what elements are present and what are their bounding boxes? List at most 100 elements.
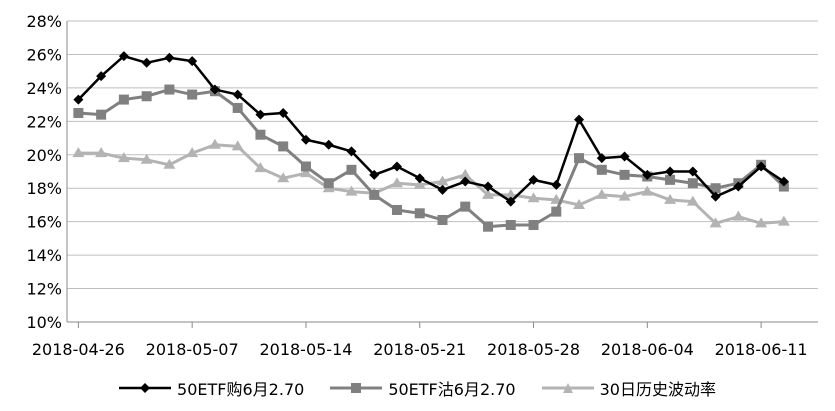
y-tick-label: 16%: [26, 213, 62, 232]
series-layer: [72, 51, 790, 232]
y-tick-label: 14%: [26, 246, 62, 265]
data-point: [164, 84, 175, 95]
data-point: [117, 152, 130, 163]
data-point: [596, 164, 607, 175]
data-point: [483, 181, 494, 192]
legend-square-icon: [330, 383, 383, 393]
data-point: [665, 174, 676, 185]
data-point: [95, 147, 108, 158]
y-tick-label: 20%: [26, 146, 62, 165]
data-point: [642, 169, 653, 180]
data-point: [278, 107, 289, 118]
data-point: [437, 214, 448, 225]
data-point: [391, 161, 402, 172]
x-tick-label: 2018-04-26: [32, 340, 125, 359]
data-point: [504, 188, 517, 199]
legend-triangle-icon: [541, 383, 594, 393]
data-point: [118, 94, 129, 105]
data-point: [619, 169, 630, 180]
data-point: [778, 181, 789, 192]
data-point: [459, 168, 472, 179]
legend-label-hv: 30日历史波动率: [599, 380, 716, 399]
data-point: [187, 89, 198, 100]
data-point: [732, 210, 745, 221]
data-point: [255, 109, 266, 120]
legend-item-put: 50ETF沽6月2.70: [330, 376, 516, 400]
data-point: [141, 57, 152, 68]
data-point: [618, 190, 631, 201]
data-point: [413, 178, 426, 189]
data-point: [641, 185, 654, 196]
y-tick-label: 12%: [26, 280, 62, 299]
data-point: [255, 129, 266, 140]
data-point: [573, 198, 586, 209]
data-point: [619, 151, 630, 162]
data-point: [390, 177, 403, 188]
legend-label-put: 50ETF沽6月2.70: [388, 380, 516, 399]
data-point: [595, 188, 608, 199]
data-point: [299, 167, 312, 178]
data-point: [664, 193, 677, 204]
data-point: [483, 221, 494, 232]
legend-diamond-icon: [119, 383, 172, 393]
data-point: [709, 217, 722, 228]
data-point: [687, 166, 698, 177]
data-point: [777, 215, 790, 226]
data-point: [414, 208, 425, 219]
y-tick-label: 26%: [26, 45, 62, 64]
data-point: [527, 192, 540, 203]
data-point: [186, 147, 199, 158]
data-point: [231, 140, 244, 151]
series-2: [72, 138, 790, 228]
data-point: [687, 178, 698, 189]
data-point: [232, 102, 243, 113]
data-point: [208, 138, 221, 149]
data-point: [710, 191, 721, 202]
data-point: [574, 153, 585, 164]
data-point: [437, 184, 448, 195]
data-point: [596, 153, 607, 164]
data-point: [460, 201, 471, 212]
legend-item-hv: 30日历史波动率: [541, 376, 716, 400]
grid-lines: [67, 20, 818, 290]
data-point: [665, 166, 676, 177]
y-tick-label: 22%: [26, 112, 62, 131]
data-point: [140, 153, 153, 164]
data-point: [345, 185, 358, 196]
data-point: [778, 176, 789, 187]
y-tick-labels: 10% 12% 14% 16% 18% 20% 22% 24% 26% 28%: [26, 12, 62, 332]
x-tick-label: 2018-05-07: [146, 340, 239, 359]
series-0: [73, 51, 789, 207]
x-tick-label: 2018-05-14: [259, 340, 352, 359]
data-point: [391, 204, 402, 215]
data-point: [436, 175, 449, 186]
data-point: [300, 134, 311, 145]
data-point: [574, 114, 585, 125]
data-point: [755, 217, 768, 228]
data-point: [164, 52, 175, 63]
data-point: [369, 189, 380, 200]
x-tick-label: 2018-06-04: [601, 340, 694, 359]
data-point: [96, 109, 107, 120]
data-point: [232, 89, 243, 100]
data-point: [72, 147, 85, 158]
data-point: [733, 181, 744, 192]
data-point: [505, 220, 516, 231]
data-point: [209, 84, 220, 95]
data-point: [369, 169, 380, 180]
data-point: [551, 179, 562, 190]
data-point: [756, 161, 767, 172]
data-point: [528, 174, 539, 185]
y-tick-label: 28%: [26, 12, 62, 31]
data-point: [686, 195, 699, 206]
data-point: [73, 107, 84, 118]
data-point: [710, 183, 721, 194]
y-tick-label: 10%: [26, 313, 62, 332]
axes: [66, 21, 818, 328]
data-point: [323, 178, 334, 189]
data-point: [118, 51, 129, 62]
x-tick-labels: 2018-04-26 2018-05-07 2018-05-14 2018-05-21…: [32, 340, 808, 359]
data-point: [277, 172, 290, 183]
y-tick-label: 18%: [26, 179, 62, 198]
legend: 50ETF购6月2.70 50ETF沽6月2.70 30日历史波动率: [0, 372, 835, 404]
